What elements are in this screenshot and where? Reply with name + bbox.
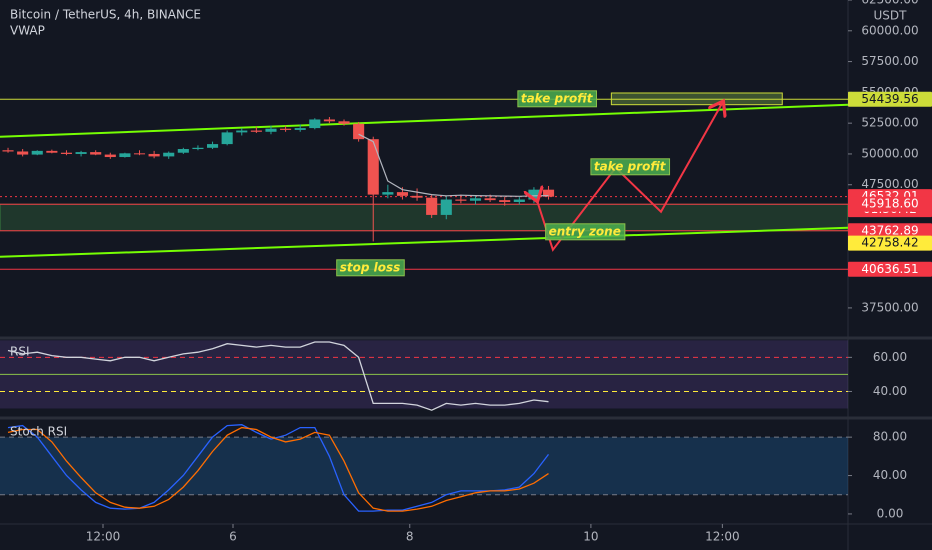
x-tick-label: 12:00: [705, 530, 740, 544]
candle-body: [236, 130, 248, 133]
candle-body: [90, 152, 102, 155]
candle-body: [177, 149, 189, 153]
candle-body: [528, 189, 540, 200]
candle-body: [484, 198, 496, 201]
x-tick-label: 12:00: [86, 530, 121, 544]
candle-body: [469, 198, 482, 201]
candle-body: [396, 192, 409, 196]
trendline: [0, 103, 848, 138]
candle-body: [104, 154, 116, 158]
y-tick-label: 0.00: [877, 506, 904, 520]
candle-body: [382, 192, 394, 195]
candle-body: [411, 195, 423, 198]
candle-body: [338, 121, 350, 124]
candle-body: [323, 119, 335, 122]
annotation-label: take profit: [521, 91, 594, 105]
candle-body: [17, 151, 29, 155]
candle-body: [499, 200, 511, 202]
y-tick-label: 62500.00: [861, 0, 918, 7]
trendline: [0, 226, 848, 258]
axis-unit: USDT: [874, 9, 908, 23]
pane-title: Stoch RSI: [10, 425, 67, 439]
y-tick-label: 40.00: [873, 468, 907, 482]
y-tick-label: 57500.00: [861, 54, 918, 68]
pane-title: RSI: [10, 345, 30, 359]
price-tag: [848, 91, 932, 107]
price-tag: [848, 196, 932, 212]
candle-body: [133, 153, 146, 155]
annotation-box: [590, 158, 671, 176]
vwap-line: [358, 133, 549, 197]
indicator-name: VWAP: [10, 24, 45, 38]
x-tick-label: 8: [406, 530, 414, 544]
candle-body: [148, 153, 160, 157]
candle-body: [192, 147, 204, 150]
candle-body: [440, 199, 452, 215]
price-tag: [848, 223, 932, 239]
candle-body: [513, 199, 525, 202]
candle-body: [60, 152, 73, 154]
y-tick-label: 52500.00: [861, 116, 918, 130]
candle-body: [367, 139, 379, 195]
candle-body: [280, 128, 292, 130]
candle-body: [294, 128, 306, 130]
price-tag-label: 45918.60: [861, 197, 918, 211]
price-tag-label: 43762.89: [861, 223, 918, 237]
price-tag: [848, 261, 932, 277]
annotation-label: stop loss: [340, 260, 401, 274]
annotation-label: entry zone: [549, 224, 621, 238]
candle-body: [353, 123, 365, 140]
x-tick-label: 6: [229, 530, 237, 544]
candle-body: [309, 119, 321, 129]
candle-body: [206, 144, 219, 148]
pane: [0, 340, 848, 411]
indicator-line: [7, 426, 549, 512]
price-tag-label: 40636.51: [861, 262, 918, 276]
candle-body: [46, 150, 58, 153]
candle-body: [265, 128, 277, 132]
price-tag-label: 42758.42: [861, 236, 918, 250]
candle-body: [221, 132, 233, 145]
pane-title: Bitcoin / TetherUS, 4h, BINANCE: [10, 8, 201, 22]
y-tick-label: 60.00: [873, 350, 907, 364]
y-tick-label: 47500.00: [861, 177, 918, 191]
candle-body: [75, 152, 87, 154]
candle-body: [2, 150, 14, 152]
candle-body: [250, 130, 262, 132]
price-tag: [848, 235, 932, 251]
entry-zone: [0, 203, 848, 232]
y-tick-label: 50000.00: [861, 146, 918, 160]
indicator-line: [7, 424, 550, 512]
pane: take profit take profit entry zone stop los…: [0, 90, 848, 277]
x-tick-label: 10: [583, 530, 598, 544]
y-tick-label: 40.00: [873, 384, 907, 398]
candle-body: [455, 199, 467, 201]
candle-body: [31, 150, 43, 155]
candle-body: [163, 152, 175, 157]
candle-body: [426, 197, 438, 215]
annotation-label: take profit: [594, 159, 667, 173]
indicator-line: [7, 341, 549, 411]
y-tick-label: 80.00: [873, 430, 907, 444]
annotation-box: [517, 90, 597, 108]
pane: [0, 424, 848, 512]
price-tag-label: 54439.56: [861, 92, 918, 106]
band-fill: [0, 437, 848, 495]
candle-body: [119, 153, 131, 158]
annotation-box: [336, 259, 405, 277]
annotation-box: [545, 223, 626, 241]
y-tick-label: 60000.00: [861, 23, 918, 37]
y-tick-label: 37500.00: [861, 300, 918, 314]
